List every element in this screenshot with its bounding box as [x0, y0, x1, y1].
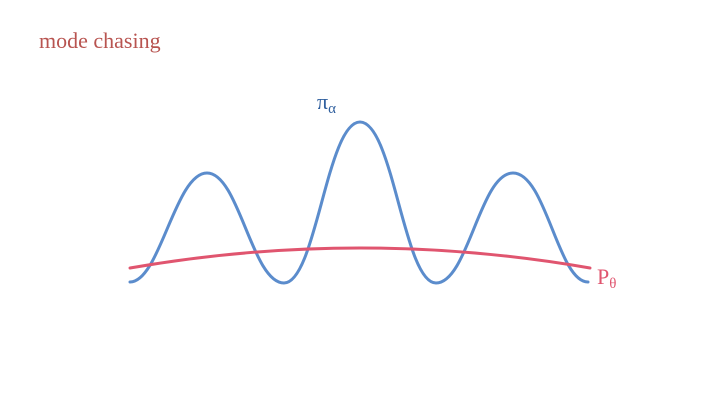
pi-alpha-label: πα	[317, 89, 336, 117]
multimodal-curve-pi	[128, 120, 590, 285]
alpha-subscript: α	[328, 101, 336, 117]
unimodal-curve-p	[128, 246, 592, 270]
slide-title: mode chasing	[39, 28, 161, 53]
p-theta-label: Pθ	[597, 264, 617, 292]
theta-subscript: θ	[609, 276, 617, 292]
pi-symbol: π	[317, 89, 329, 114]
p-symbol: P	[597, 264, 610, 289]
